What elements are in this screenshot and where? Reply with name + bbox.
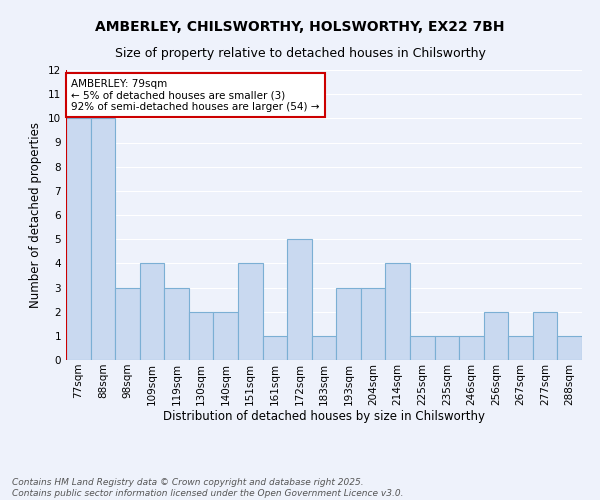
Bar [434,336,459,360]
Bar [214,312,238,360]
Bar [312,336,336,360]
Bar [164,288,189,360]
Bar [533,312,557,360]
Bar [508,336,533,360]
Bar [263,336,287,360]
X-axis label: Distribution of detached houses by size in Chilsworthy: Distribution of detached houses by size … [163,410,485,424]
Bar [484,312,508,360]
Bar [140,264,164,360]
Bar [459,336,484,360]
Bar [189,312,214,360]
Bar [410,336,434,360]
Bar [385,264,410,360]
Bar [361,288,385,360]
Bar [557,336,582,360]
Bar [66,118,91,360]
Y-axis label: Number of detached properties: Number of detached properties [29,122,43,308]
Bar [91,118,115,360]
Text: AMBERLEY, CHILSWORTHY, HOLSWORTHY, EX22 7BH: AMBERLEY, CHILSWORTHY, HOLSWORTHY, EX22 … [95,20,505,34]
Text: Size of property relative to detached houses in Chilsworthy: Size of property relative to detached ho… [115,48,485,60]
Text: Contains HM Land Registry data © Crown copyright and database right 2025.
Contai: Contains HM Land Registry data © Crown c… [12,478,404,498]
Bar [336,288,361,360]
Bar [238,264,263,360]
Bar [287,239,312,360]
Bar [115,288,140,360]
Text: AMBERLEY: 79sqm
← 5% of detached houses are smaller (3)
92% of semi-detached hou: AMBERLEY: 79sqm ← 5% of detached houses … [71,78,320,112]
